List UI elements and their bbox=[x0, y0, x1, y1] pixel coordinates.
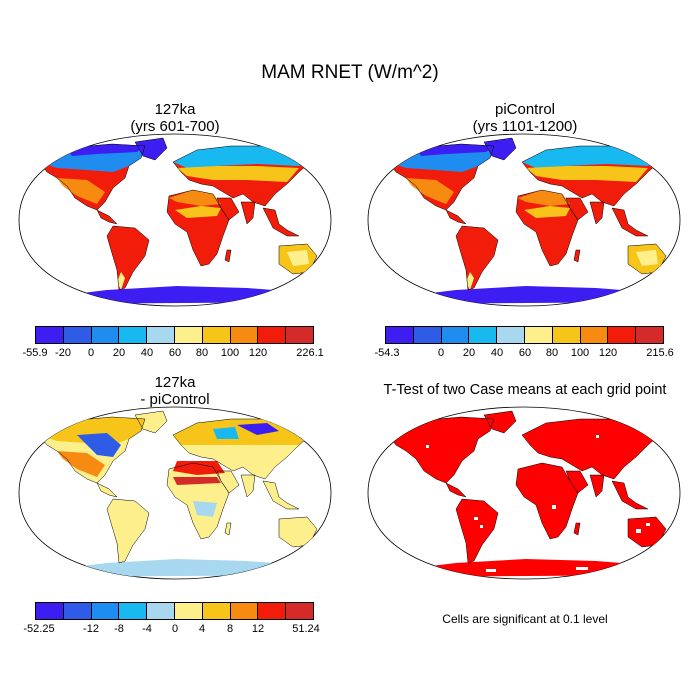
colorbar-swatch bbox=[119, 327, 148, 343]
colorbar-tick-label: 51.24 bbox=[292, 623, 320, 635]
colorbar-tick-label: 20 bbox=[112, 347, 126, 359]
colorbar-tick-label: 0 bbox=[87, 347, 95, 359]
colorbar-swatch bbox=[286, 327, 313, 343]
colorbar-127ka bbox=[35, 326, 314, 344]
colorbar-tick-label: -54.3 bbox=[374, 347, 400, 359]
colorbar-tick-label: 12 bbox=[251, 623, 265, 635]
colorbar-swatch bbox=[119, 603, 148, 619]
colorbar-tick-label: 100 bbox=[220, 347, 240, 359]
panel-title-difference: 127ka - piControl bbox=[25, 374, 325, 408]
colorbar-tick-label: -55.9 bbox=[22, 347, 48, 359]
colorbar-swatch bbox=[230, 603, 259, 619]
colorbar-swatch bbox=[147, 327, 175, 343]
panel-title-line1: 127ka bbox=[154, 101, 196, 118]
colorbar-tick-label: 8 bbox=[226, 623, 234, 635]
colorbar-tick-label: 60 bbox=[168, 347, 182, 359]
colorbar-swatch bbox=[580, 327, 609, 343]
panel-title-line1: piControl bbox=[494, 101, 556, 118]
panel-title-127ka: 127ka (yrs 601-700) bbox=[25, 101, 325, 135]
colorbar-tick-label: -52.25 bbox=[23, 623, 55, 635]
colorbar-tick-label: 60 bbox=[518, 347, 532, 359]
colorbar-tick-label: -12 bbox=[83, 623, 99, 635]
colorbar-tick-label: 4 bbox=[198, 623, 206, 635]
colorbar-swatch bbox=[202, 327, 231, 343]
panel-title-line2: (yrs 1101-1200) bbox=[472, 118, 578, 135]
panel-title-line2: - piControl bbox=[140, 391, 210, 408]
colorbar-tick-label: -4 bbox=[142, 623, 152, 635]
colorbar-tick-label: 0 bbox=[437, 347, 445, 359]
colorbar-swatch bbox=[63, 603, 92, 619]
map-picontrol bbox=[366, 132, 682, 308]
panel-title-picontrol: piControl (yrs 1101-1200) bbox=[375, 101, 675, 135]
colorbar-swatch bbox=[258, 327, 287, 343]
colorbar-swatch bbox=[552, 327, 581, 343]
colorbar-swatch bbox=[286, 603, 313, 619]
colorbar-swatch bbox=[230, 327, 259, 343]
colorbar-tick-label: 215.6 bbox=[646, 347, 674, 359]
colorbar-swatch bbox=[36, 603, 64, 619]
colorbar-tick-label: 0 bbox=[171, 623, 179, 635]
colorbar-swatch bbox=[469, 327, 498, 343]
colorbar-tick-label: 226.1 bbox=[296, 347, 324, 359]
colorbar-tick-label: 120 bbox=[248, 347, 268, 359]
panel-title-line2: (yrs 601-700) bbox=[130, 118, 220, 135]
colorbar-tick-label: 40 bbox=[490, 347, 504, 359]
figure-title: MAM RNET (W/m^2) bbox=[261, 62, 439, 83]
colorbar-tick-label: 40 bbox=[140, 347, 154, 359]
colorbar-swatch bbox=[174, 327, 203, 343]
colorbar-swatch bbox=[608, 327, 637, 343]
map-ttest bbox=[366, 405, 682, 581]
colorbar-swatch bbox=[386, 327, 414, 343]
colorbar-swatch bbox=[147, 603, 175, 619]
map-127ka bbox=[17, 132, 333, 308]
colorbar-swatch bbox=[174, 603, 203, 619]
significance-note: Cells are significant at 0.1 level bbox=[442, 612, 608, 626]
colorbar-tick-label: 80 bbox=[195, 347, 209, 359]
colorbar-swatch bbox=[91, 327, 120, 343]
colorbar-tick-label: 120 bbox=[598, 347, 618, 359]
colorbar-tick-label: 80 bbox=[545, 347, 559, 359]
colorbar-swatch bbox=[202, 603, 231, 619]
colorbar-swatch bbox=[497, 327, 525, 343]
colorbar-tick-label: -8 bbox=[114, 623, 124, 635]
map-difference bbox=[17, 405, 333, 581]
colorbar-difference bbox=[35, 602, 314, 620]
colorbar-swatch bbox=[524, 327, 553, 343]
colorbar-swatch bbox=[413, 327, 442, 343]
panel-title-line1: 127ka bbox=[154, 374, 196, 391]
colorbar-swatch bbox=[63, 327, 92, 343]
colorbar-swatch bbox=[36, 327, 64, 343]
panel-title-ttest: T-Test of two Case means at each grid po… bbox=[383, 382, 667, 398]
colorbar-swatch bbox=[636, 327, 663, 343]
colorbar-swatch bbox=[91, 603, 120, 619]
colorbar-swatch bbox=[441, 327, 470, 343]
colorbar-tick-label: 100 bbox=[570, 347, 590, 359]
colorbar-picontrol bbox=[385, 326, 664, 344]
colorbar-tick-label: -20 bbox=[55, 347, 71, 359]
colorbar-swatch bbox=[258, 603, 287, 619]
colorbar-tick-label: 20 bbox=[462, 347, 476, 359]
